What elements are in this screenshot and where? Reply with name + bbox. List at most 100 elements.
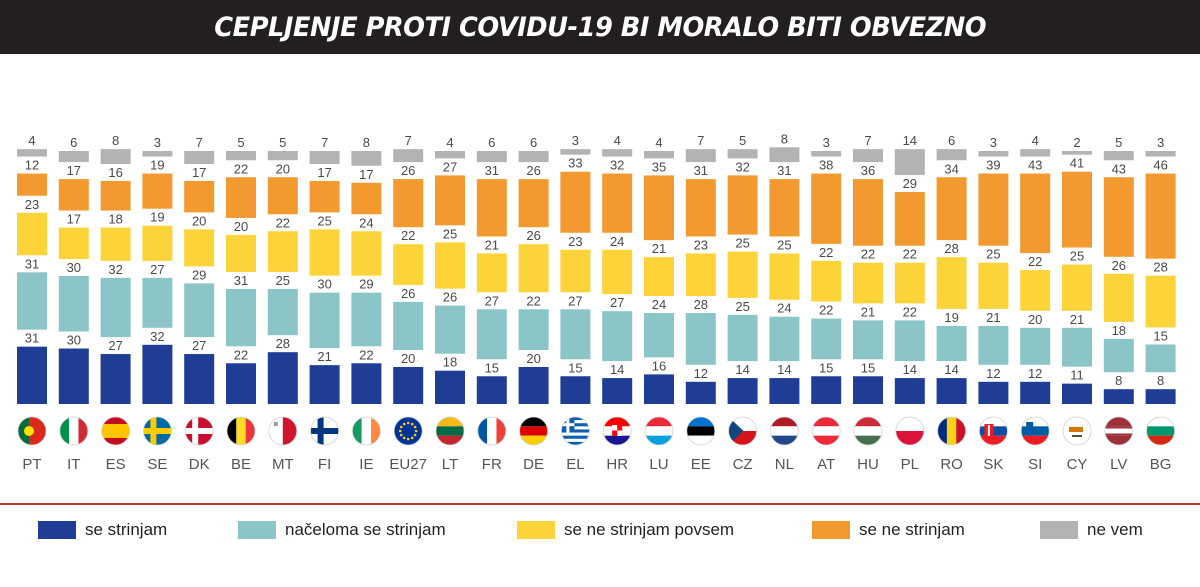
flag-ring [268, 416, 298, 446]
bar-segment-lu-5 [644, 151, 674, 159]
bar-segment-dk-2 [184, 283, 215, 338]
bar-segment-cy-3 [1062, 264, 1092, 311]
bar-segment-hu-1 [853, 376, 883, 404]
bar-segment-sk-3 [978, 262, 1009, 309]
bar-segment-de-4 [518, 179, 549, 228]
bar-segment-bg-5 [1145, 151, 1176, 157]
data-label-cy-3: 25 [1070, 249, 1084, 264]
country-code-label: SE [147, 456, 167, 473]
italy-flag-icon [59, 417, 88, 445]
ireland-flag-icon [352, 417, 381, 445]
data-label-it-3: 17 [67, 212, 81, 227]
country-code-label: NL [775, 456, 794, 473]
bar-segment-dk-1 [184, 354, 215, 404]
legend-label: se ne strinjam [859, 520, 965, 539]
bar-segment-pt-4 [17, 173, 47, 196]
bar-segment-hu-4 [853, 179, 883, 246]
bar-segment-fr-1 [476, 376, 507, 404]
bar-segment-es-4 [100, 180, 131, 211]
bar-segment-pt-3 [17, 212, 47, 256]
bar-segment-ro-4 [936, 177, 967, 241]
data-label-cz-2: 25 [735, 299, 749, 314]
france-flag-icon [477, 417, 506, 445]
bar-segment-lv-4 [1103, 177, 1134, 257]
bar-segment-fi-5 [309, 151, 340, 164]
data-label-lu-4: 35 [652, 159, 666, 174]
title-bar: CEPLJENJE PROTI COVIDU-19 BI MORALO BITI… [0, 0, 1200, 54]
bar-segment-lu-3 [644, 257, 674, 296]
bar-segment-cz-4 [727, 175, 758, 235]
data-label-fi-3: 25 [317, 213, 331, 228]
data-label-dk-2: 29 [192, 267, 206, 282]
bar-segment-cy-1 [1062, 383, 1092, 404]
data-label-de-1: 20 [526, 351, 540, 366]
data-label-bg-1: 8 [1157, 373, 1164, 388]
belgium-flag-icon [227, 417, 255, 445]
bar-segment-fr-4 [476, 179, 507, 237]
data-label-ee-3: 23 [694, 237, 708, 252]
bar-segment-it-4 [58, 179, 89, 211]
bar-segment-de-5 [518, 151, 549, 163]
bar-segment-pl-3 [894, 262, 925, 304]
data-label-de-5: 6 [530, 135, 537, 150]
flag-ring [895, 416, 925, 446]
cyprus-flag-icon [1063, 417, 1091, 445]
flag-ring [937, 416, 966, 446]
legend-label: se strinjam [85, 520, 168, 539]
data-label-pl-2: 22 [903, 304, 917, 319]
bar-segment-hu-2 [853, 320, 883, 360]
data-label-es-3: 18 [108, 212, 122, 227]
bar-segment-mt-4 [267, 177, 298, 215]
legend-item-strongly-disagree: se ne strinjam [812, 515, 965, 545]
data-label-mt-1: 28 [276, 336, 290, 351]
country-code-label: DK [189, 456, 210, 473]
data-label-cz-5: 5 [739, 133, 746, 148]
bar-segment-se-4 [142, 173, 173, 209]
data-label-ro-4: 34 [944, 161, 958, 176]
lithuania-flag-icon [436, 417, 464, 445]
bar-segment-lt-4 [435, 175, 465, 226]
bar-segment-hr-5 [602, 149, 633, 157]
portugal-flag-icon [18, 417, 46, 445]
country-code-label: HU [857, 456, 879, 473]
country-code-label: FR [482, 456, 502, 473]
data-label-ie-1: 22 [359, 347, 373, 362]
bar-segment-it-1 [58, 348, 89, 404]
data-label-mt-3: 22 [276, 215, 290, 230]
bar-segment-lt-3 [435, 242, 465, 289]
data-label-ie-4: 17 [359, 167, 373, 182]
bar-segment-at-3 [811, 260, 842, 302]
bar-segment-pl-1 [894, 378, 925, 404]
country-code-label: EU27 [389, 456, 427, 473]
bar-segment-el-4 [560, 171, 591, 233]
bar-segment-at-5 [811, 151, 842, 157]
legend-item-agree: načeloma se strinjam [238, 515, 446, 545]
data-label-cy-4: 41 [1070, 156, 1084, 171]
data-label-be-3: 20 [234, 219, 248, 234]
data-label-cy-2: 21 [1070, 312, 1084, 327]
country-code-label: IT [67, 456, 80, 473]
bar-segment-si-2 [1020, 327, 1051, 365]
legend-swatch [517, 521, 555, 539]
bar-segment-fi-4 [309, 180, 340, 213]
bar-segment-ro-1 [936, 378, 967, 404]
bar-segment-si-5 [1020, 149, 1051, 157]
flag-ring [519, 416, 548, 446]
bar-segment-lu-1 [644, 374, 674, 404]
bar-segment-ie-3 [351, 231, 382, 276]
data-label-ie-2: 29 [359, 277, 373, 292]
data-label-es-2: 32 [108, 262, 122, 277]
flag-ring [1062, 416, 1092, 446]
data-label-ro-1: 14 [944, 362, 958, 377]
data-label-hu-3: 22 [861, 247, 875, 262]
bar-segment-ro-2 [936, 325, 967, 362]
flag-ring [1104, 416, 1134, 446]
bar-segment-se-3 [142, 225, 173, 261]
bar-segment-ee-3 [685, 253, 716, 296]
data-label-el-2: 27 [568, 293, 582, 308]
bar-segment-bg-3 [1145, 275, 1176, 328]
bar-segment-pt-5 [17, 149, 47, 157]
data-label-lt-4: 27 [443, 159, 457, 174]
bar-segment-mt-2 [267, 288, 298, 336]
flag-ring [853, 416, 883, 446]
